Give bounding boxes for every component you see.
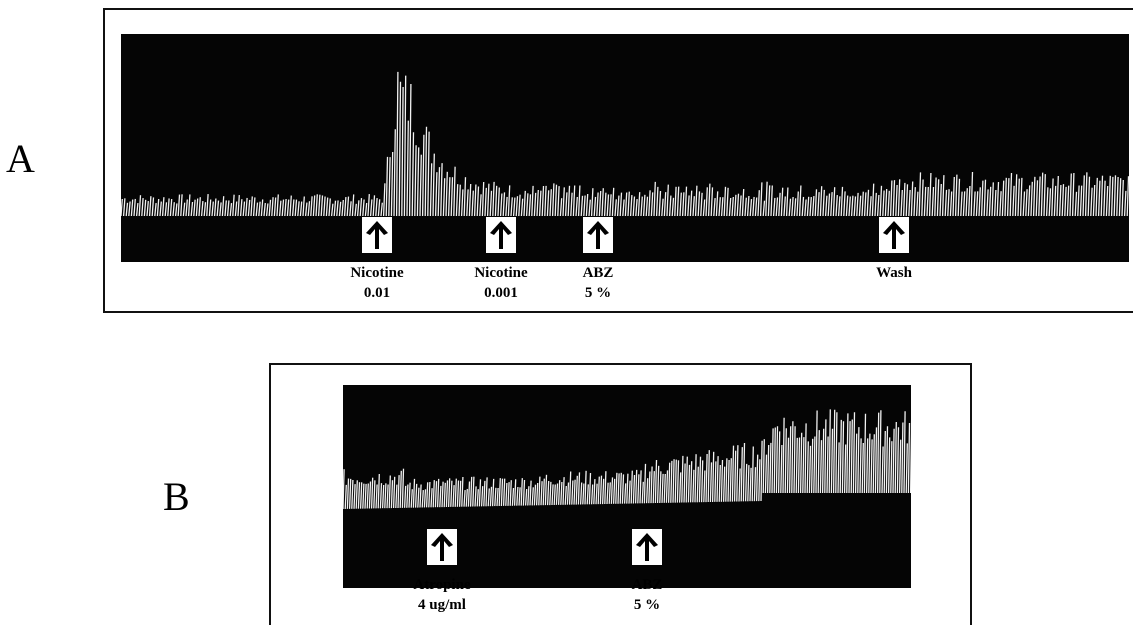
label-line2: 5 % [633, 597, 661, 613]
label-line2: 0.001 [484, 285, 518, 301]
label-line2: 0.01 [363, 285, 391, 301]
trace-signal [343, 409, 911, 510]
up-arrow-icon [490, 221, 512, 249]
panel-a-frame: Nicotine 0.01 Nicotine 0.001 ABZ 5 % Was… [103, 8, 1133, 313]
label-abz-a: ABZ 5 % [543, 263, 653, 303]
panel-b-frame: Atropine 4 ug/ml ABZ 5 % [269, 363, 972, 625]
marker-nicotine-001 [362, 217, 392, 253]
label-line1: Nicotine [474, 265, 528, 281]
up-arrow-icon [636, 533, 658, 561]
label-nicotine-0001: Nicotine 0.001 [446, 263, 556, 303]
panel-b-trace-svg [343, 409, 911, 510]
label-line1: ABZ [582, 265, 614, 281]
label-line2: 5 % [584, 285, 612, 301]
up-arrow-icon [366, 221, 388, 249]
label-line1: Nicotine [350, 265, 404, 281]
marker-abz-a [583, 217, 613, 253]
label-atropine: Atropine 4 ug/ml [387, 575, 497, 615]
label-wash: Wash [839, 263, 949, 283]
up-arrow-icon [883, 221, 905, 249]
label-line1: Atropine [413, 577, 471, 593]
up-arrow-icon [431, 533, 453, 561]
panel-b-letter: B [163, 474, 190, 519]
label-nicotine-001: Nicotine 0.01 [322, 263, 432, 303]
marker-abz-b [632, 529, 662, 565]
marker-wash [879, 217, 909, 253]
trace-signal [121, 71, 1129, 217]
label-line1: ABZ [631, 577, 663, 593]
label-abz-b: ABZ 5 % [592, 575, 702, 615]
marker-atropine [427, 529, 457, 565]
marker-nicotine-0001 [486, 217, 516, 253]
panel-a-trace [121, 34, 1129, 262]
label-line2: 4 ug/ml [418, 597, 466, 613]
panel-a-letter: A [6, 136, 35, 181]
up-arrow-icon [587, 221, 609, 249]
panel-a-trace-svg [121, 71, 1129, 217]
label-line1: Wash [876, 265, 912, 281]
